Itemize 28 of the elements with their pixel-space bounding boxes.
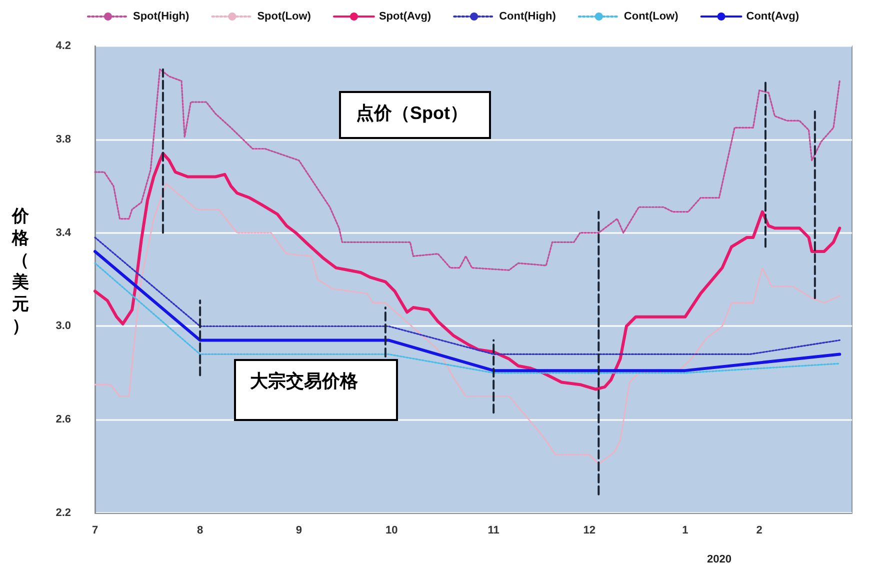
- x-tick-label: 1: [682, 524, 688, 536]
- legend-label: Spot(Low): [257, 10, 312, 22]
- x-tick-label: 7: [92, 524, 98, 536]
- x-tick-label: 11: [488, 524, 500, 536]
- x-tick-label: 12: [583, 524, 596, 536]
- annotation: 大宗交易价格: [249, 371, 359, 391]
- x-tick-label: 9: [296, 524, 302, 536]
- y-axis-title: 价格（美元）: [11, 206, 30, 336]
- legend-label: Spot(High): [132, 10, 190, 22]
- legend-label: Cont(High): [499, 10, 556, 22]
- legend-label: Spot(Avg): [378, 10, 432, 22]
- y-tick-label: 2.6: [56, 414, 71, 426]
- legend-label: Cont(Low): [624, 10, 679, 22]
- x-tick-label: 8: [196, 524, 204, 536]
- y-tick-label: 3.4: [56, 226, 72, 239]
- line-series: [94, 236, 840, 356]
- y-tick-label: 3.8: [56, 133, 71, 146]
- x-tick-label: 10: [385, 524, 398, 536]
- text: 2020: [707, 554, 732, 566]
- y-tick-label: 4.2: [56, 40, 71, 52]
- y-tick-label: 3.0: [56, 320, 71, 332]
- line-series: [94, 182, 840, 465]
- y-tick-label: 2.2: [56, 507, 71, 519]
- line-series: [94, 152, 842, 391]
- legend-label: Cont(Avg): [746, 10, 800, 22]
- annotation: 点价（Spot）: [356, 103, 468, 123]
- line-series: [94, 68, 840, 271]
- x-tick-label: 2: [756, 524, 762, 536]
